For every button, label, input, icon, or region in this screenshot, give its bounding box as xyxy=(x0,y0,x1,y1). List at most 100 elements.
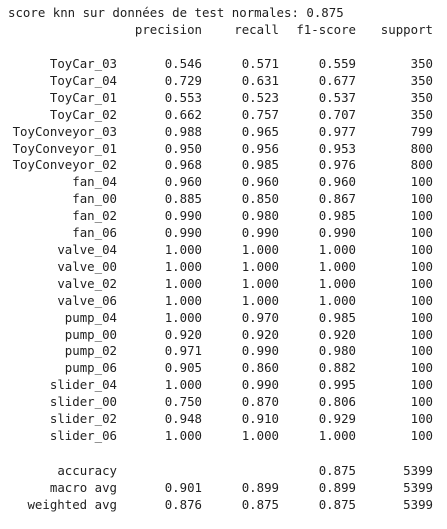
f1-score-value: 0.990 xyxy=(318,225,356,240)
support-value: 100 xyxy=(410,327,433,342)
support-value: 100 xyxy=(410,360,433,375)
row-label: accuracy xyxy=(57,463,117,478)
support-value: 100 xyxy=(410,377,433,392)
recall-value: 0.910 xyxy=(241,411,279,426)
row-label: fan_06 xyxy=(72,225,117,240)
table-row: slider_06 1.000 1.000 1.000 100 xyxy=(0,427,447,444)
precision-value: 1.000 xyxy=(164,428,202,443)
table-row: slider_00 0.750 0.870 0.806 100 xyxy=(0,393,447,410)
recall-value: 0.875 xyxy=(241,497,279,512)
row-label: macro avg xyxy=(49,480,117,495)
table-row: ToyCar_02 0.662 0.757 0.707 350 xyxy=(0,106,447,123)
header-support: support xyxy=(380,22,433,37)
row-label: valve_06 xyxy=(57,293,117,308)
row-label: ToyConveyor_03 xyxy=(12,124,117,139)
support-value: 100 xyxy=(410,276,433,291)
row-label: ToyCar_03 xyxy=(49,56,117,71)
f1-score-value: 1.000 xyxy=(318,259,356,274)
recall-value: 0.990 xyxy=(241,225,279,240)
precision-value: 0.971 xyxy=(164,343,202,358)
support-value: 100 xyxy=(410,411,433,426)
precision-value: 0.988 xyxy=(164,124,202,139)
row-label: fan_00 xyxy=(72,191,117,206)
support-value: 799 xyxy=(410,124,433,139)
support-value: 350 xyxy=(410,107,433,122)
support-value: 800 xyxy=(410,157,433,172)
f1-score-value: 0.806 xyxy=(318,394,356,409)
f1-score-value: 0.707 xyxy=(318,107,356,122)
row-label: fan_04 xyxy=(72,174,117,189)
row-label: slider_06 xyxy=(49,428,117,443)
f1-score-value: 0.882 xyxy=(318,360,356,375)
support-value: 100 xyxy=(410,259,433,274)
f1-score-value: 0.899 xyxy=(318,480,356,495)
row-label: ToyCar_02 xyxy=(49,107,117,122)
precision-value: 0.729 xyxy=(164,73,202,88)
precision-value: 0.885 xyxy=(164,191,202,206)
support-value: 350 xyxy=(410,73,433,88)
table-row: ToyConveyor_02 0.968 0.985 0.976 800 xyxy=(0,156,447,173)
precision-value: 1.000 xyxy=(164,259,202,274)
table-row: pump_06 0.905 0.860 0.882 100 xyxy=(0,359,447,376)
precision-value: 0.546 xyxy=(164,56,202,71)
precision-value: 0.876 xyxy=(164,497,202,512)
table-row: fan_00 0.885 0.850 0.867 100 xyxy=(0,190,447,207)
precision-value: 0.960 xyxy=(164,174,202,189)
table-row: valve_00 1.000 1.000 1.000 100 xyxy=(0,258,447,275)
row-label: pump_04 xyxy=(64,310,117,325)
f1-score-value: 0.875 xyxy=(318,497,356,512)
f1-score-value: 1.000 xyxy=(318,242,356,257)
precision-value: 0.920 xyxy=(164,327,202,342)
table-row: fan_06 0.990 0.990 0.990 100 xyxy=(0,224,447,241)
precision-value: 0.990 xyxy=(164,225,202,240)
table-row: ToyCar_01 0.553 0.523 0.537 350 xyxy=(0,89,447,106)
header-f1-score: f1-score xyxy=(296,22,356,37)
precision-value: 0.948 xyxy=(164,411,202,426)
precision-value: 0.950 xyxy=(164,141,202,156)
row-label: pump_00 xyxy=(64,327,117,342)
f1-score-value: 0.929 xyxy=(318,411,356,426)
table-row: ToyCar_03 0.546 0.571 0.559 350 xyxy=(0,55,447,72)
row-label: slider_00 xyxy=(49,394,117,409)
support-value: 5399 xyxy=(403,497,433,512)
support-value: 350 xyxy=(410,90,433,105)
recall-value: 0.899 xyxy=(241,480,279,495)
recall-value: 1.000 xyxy=(241,428,279,443)
support-value: 100 xyxy=(410,225,433,240)
summary-row: weighted avg 0.876 0.875 0.875 5399 xyxy=(0,496,447,513)
f1-score-value: 0.977 xyxy=(318,124,356,139)
support-value: 350 xyxy=(410,56,433,71)
f1-score-value: 0.980 xyxy=(318,343,356,358)
f1-score-value: 0.985 xyxy=(318,208,356,223)
table-row: pump_04 1.000 0.970 0.985 100 xyxy=(0,309,447,326)
row-label: ToyCar_01 xyxy=(49,90,117,105)
row-label: valve_04 xyxy=(57,242,117,257)
recall-value: 0.631 xyxy=(241,73,279,88)
recall-value: 0.860 xyxy=(241,360,279,375)
support-value: 100 xyxy=(410,343,433,358)
f1-score-value: 1.000 xyxy=(318,276,356,291)
summary-row: macro avg 0.901 0.899 0.899 5399 xyxy=(0,479,447,496)
recall-value: 0.960 xyxy=(241,174,279,189)
f1-score-value: 0.875 xyxy=(318,463,356,478)
score-title: score knn sur données de test normales: … xyxy=(8,5,344,20)
recall-value: 1.000 xyxy=(241,242,279,257)
row-label: valve_00 xyxy=(57,259,117,274)
table-row: ToyConveyor_03 0.988 0.965 0.977 799 xyxy=(0,123,447,140)
table-row: valve_06 1.000 1.000 1.000 100 xyxy=(0,292,447,309)
f1-score-value: 0.559 xyxy=(318,56,356,71)
precision-value: 1.000 xyxy=(164,293,202,308)
table-row: valve_02 1.000 1.000 1.000 100 xyxy=(0,275,447,292)
precision-value: 1.000 xyxy=(164,276,202,291)
precision-value: 0.750 xyxy=(164,394,202,409)
support-value: 100 xyxy=(410,293,433,308)
f1-score-value: 0.960 xyxy=(318,174,356,189)
header-row: precision recall f1-score support xyxy=(0,21,447,38)
recall-value: 0.965 xyxy=(241,124,279,139)
recall-value: 1.000 xyxy=(241,259,279,274)
f1-score-value: 0.985 xyxy=(318,310,356,325)
f1-score-value: 0.995 xyxy=(318,377,356,392)
support-value: 5399 xyxy=(403,480,433,495)
table-row: valve_04 1.000 1.000 1.000 100 xyxy=(0,241,447,258)
recall-value: 0.956 xyxy=(241,141,279,156)
